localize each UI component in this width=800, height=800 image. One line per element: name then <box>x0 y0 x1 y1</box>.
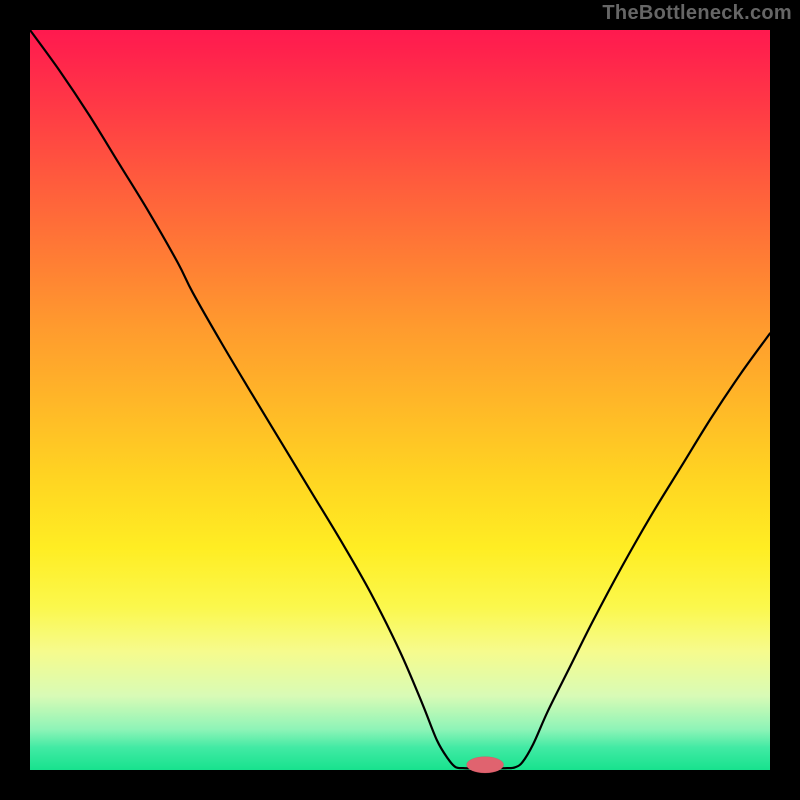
bottleneck-chart <box>0 0 800 800</box>
plot-background <box>30 30 770 770</box>
chart-container: TheBottleneck.com <box>0 0 800 800</box>
optimum-marker <box>467 757 504 773</box>
